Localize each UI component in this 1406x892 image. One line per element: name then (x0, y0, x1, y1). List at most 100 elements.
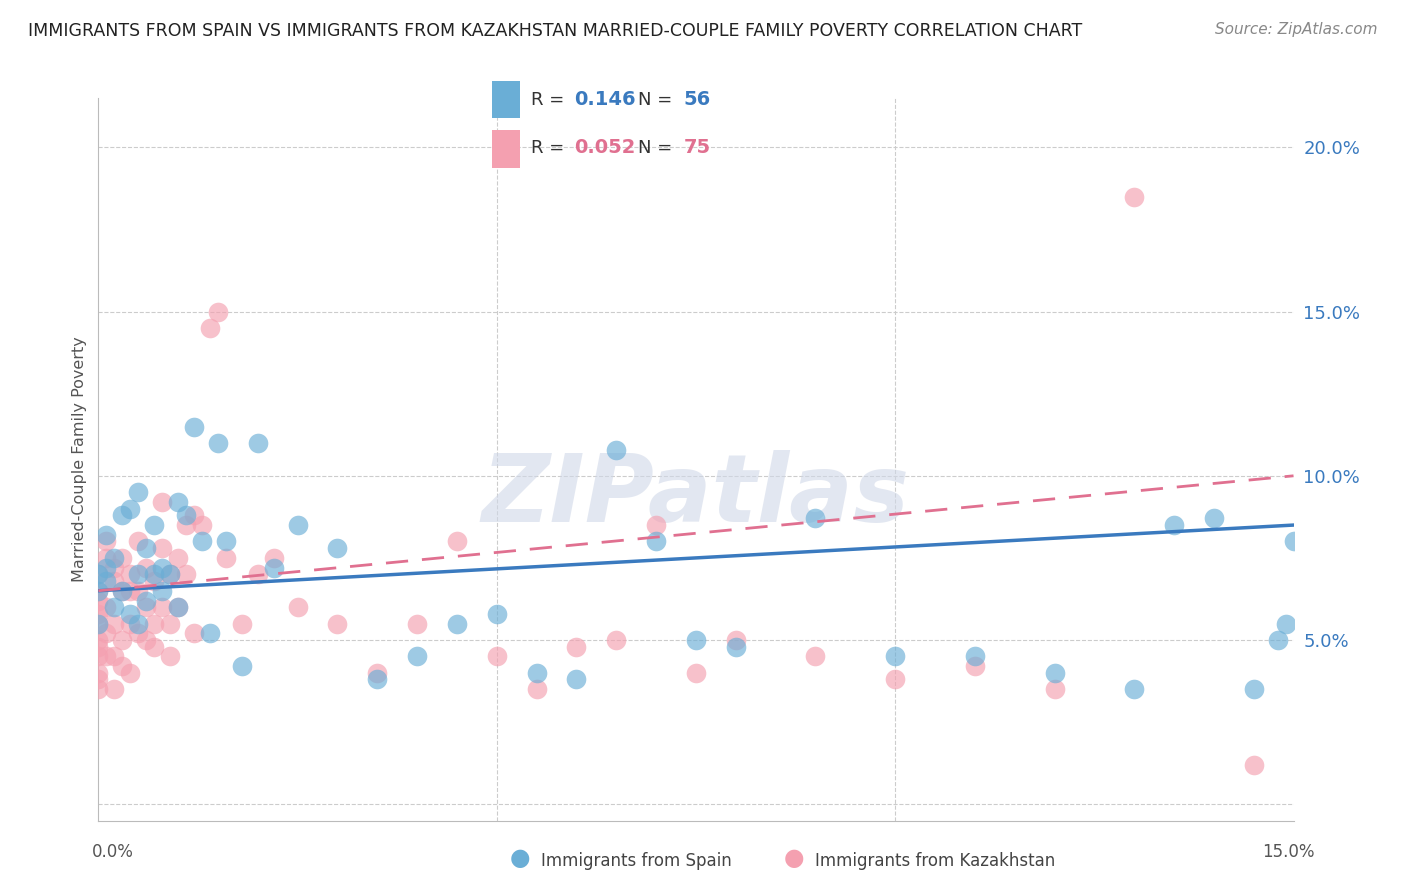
Point (724, 633, 747, 648)
Point (87, 607, 110, 621)
Point (605, 442, 627, 457)
Point (127, 485, 149, 500)
Point (103, 600, 125, 615)
Point (287, 518, 309, 533)
Point (485, 607, 508, 621)
Point (135, 593, 157, 607)
Point (183, 508, 205, 523)
Point (127, 616, 149, 631)
Text: IMMIGRANTS FROM SPAIN VS IMMIGRANTS FROM KAZAKHSTAN MARRIED-COUPLE FAMILY POVERT: IMMIGRANTS FROM SPAIN VS IMMIGRANTS FROM… (28, 22, 1083, 40)
Point (183, 419, 205, 434)
Point (127, 567, 149, 582)
Point (96, 600, 118, 615)
Text: N =: N = (638, 139, 678, 157)
Point (103, 649, 125, 664)
Point (143, 567, 166, 582)
Point (87, 583, 110, 598)
Point (159, 649, 181, 664)
Point (103, 616, 125, 631)
Point (96, 550, 118, 565)
Point (143, 640, 166, 654)
Point (1267, 633, 1289, 648)
Point (526, 665, 548, 680)
Point (1123, 682, 1146, 697)
Point (685, 633, 707, 648)
Point (150, 541, 173, 555)
Point (366, 673, 388, 687)
FancyBboxPatch shape (492, 130, 520, 168)
Point (159, 567, 181, 582)
Point (150, 561, 173, 575)
Point (135, 633, 157, 648)
Point (167, 600, 190, 615)
Point (485, 649, 508, 664)
Point (87, 649, 110, 664)
Point (111, 659, 134, 673)
Point (198, 321, 221, 335)
Text: 0.0%: 0.0% (91, 843, 134, 861)
Point (963, 659, 986, 673)
Point (87, 616, 110, 631)
Point (685, 665, 707, 680)
Point (1202, 511, 1225, 525)
Point (215, 534, 238, 549)
Text: 75: 75 (683, 138, 710, 157)
Point (167, 600, 190, 615)
Point (263, 561, 285, 575)
Point (1243, 682, 1265, 697)
Point (1123, 189, 1146, 203)
Point (246, 436, 269, 450)
Point (111, 583, 134, 598)
Point (406, 649, 429, 664)
Point (724, 640, 747, 654)
Point (207, 304, 229, 318)
Point (231, 659, 253, 673)
Text: 56: 56 (683, 90, 710, 109)
Point (804, 649, 827, 664)
Point (87, 682, 110, 697)
Point (526, 682, 548, 697)
Point (120, 607, 142, 621)
Point (111, 633, 134, 648)
Point (167, 495, 190, 509)
Point (159, 567, 181, 582)
Point (120, 616, 142, 631)
Point (127, 626, 149, 640)
Point (174, 518, 197, 533)
Point (143, 518, 166, 533)
Point (103, 574, 125, 588)
Text: R =: R = (531, 139, 571, 157)
Point (96, 574, 118, 588)
Text: N =: N = (638, 91, 678, 109)
Text: R =: R = (531, 91, 571, 109)
Point (1163, 518, 1185, 533)
Point (191, 534, 214, 549)
Point (174, 567, 197, 582)
Point (103, 561, 125, 575)
Point (884, 649, 907, 664)
Point (1274, 616, 1296, 631)
Point (150, 495, 173, 509)
Text: 0.052: 0.052 (574, 138, 636, 157)
Point (366, 665, 388, 680)
Point (120, 583, 142, 598)
Point (150, 583, 173, 598)
Point (963, 649, 986, 664)
Point (111, 550, 134, 565)
Point (127, 534, 149, 549)
Point (87, 593, 110, 607)
Point (96, 649, 118, 664)
Point (87, 567, 110, 582)
Point (96, 561, 118, 575)
Point (87, 665, 110, 680)
Point (326, 616, 349, 631)
Point (446, 534, 468, 549)
Point (87, 616, 110, 631)
Point (96, 528, 118, 542)
Point (120, 501, 142, 516)
Text: 0.146: 0.146 (574, 90, 636, 109)
Point (96, 626, 118, 640)
Point (120, 567, 142, 582)
Point (87, 673, 110, 687)
FancyBboxPatch shape (492, 81, 520, 119)
